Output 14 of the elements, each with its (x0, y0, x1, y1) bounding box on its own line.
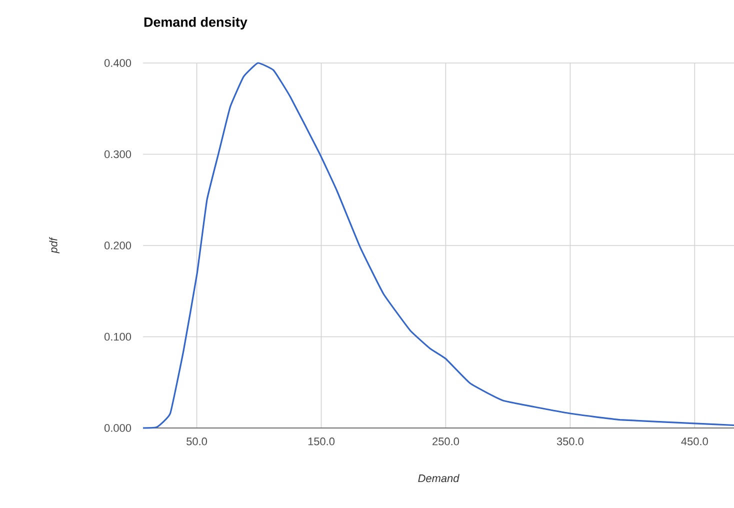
x-tick-label: 150.0 (308, 438, 335, 446)
x-tick-label: 450.0 (681, 438, 708, 446)
x-axis-title: Demand (418, 474, 460, 482)
y-tick-label: 0.000 (104, 424, 132, 432)
x-tick-label: 350.0 (556, 438, 584, 446)
x-tick-label: 250.0 (432, 438, 459, 446)
y-tick-label: 0.400 (104, 59, 132, 67)
x-tick-label: 50.0 (186, 438, 207, 446)
line-series (142, 62, 734, 429)
y-axis-title: pdf (49, 236, 60, 254)
y-tick-label: 0.300 (104, 150, 132, 158)
chart-title: Demand density (144, 16, 248, 30)
y-tick-label: 0.200 (104, 242, 132, 250)
y-tick-label: 0.100 (104, 332, 132, 341)
